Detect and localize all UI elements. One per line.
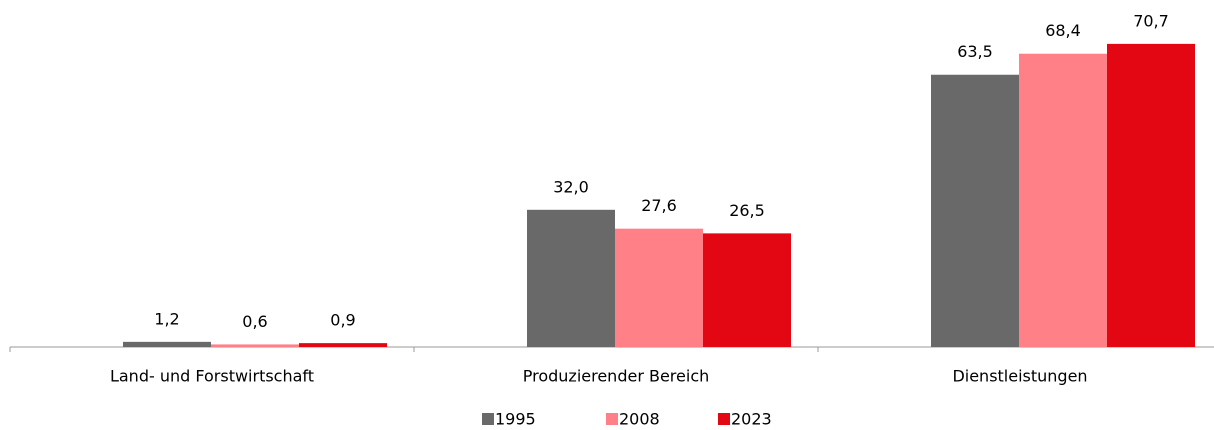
bar: [123, 341, 211, 347]
data-label: 68,4: [1045, 21, 1081, 40]
x-tick-label: Dienstleistungen: [952, 367, 1087, 386]
data-label: 27,6: [641, 196, 677, 215]
legend-label: 1995: [495, 410, 536, 429]
legend-label: 2023: [731, 410, 772, 429]
bar: [703, 233, 791, 347]
data-label: 26,5: [729, 201, 765, 220]
data-label: 0,9: [330, 311, 355, 330]
legend-swatch: [606, 413, 618, 425]
x-tick-label: Land- und Forstwirtschaft: [110, 367, 314, 386]
data-label: 1,2: [154, 309, 179, 328]
legend-swatch: [718, 413, 730, 425]
bar: [931, 74, 1019, 348]
data-label: 70,7: [1133, 11, 1169, 30]
legend-label: 2008: [619, 410, 660, 429]
bar: [1107, 43, 1195, 347]
bar: [299, 343, 387, 347]
x-tick-label: Produzierender Bereich: [523, 367, 710, 386]
bar: [615, 228, 703, 347]
data-label: 63,5: [957, 42, 993, 61]
bar: [1019, 53, 1107, 348]
bar: [211, 344, 299, 347]
bar: [527, 209, 615, 347]
legend-swatch: [482, 413, 494, 425]
data-label: 32,0: [553, 177, 589, 196]
data-label: 0,6: [242, 312, 267, 331]
